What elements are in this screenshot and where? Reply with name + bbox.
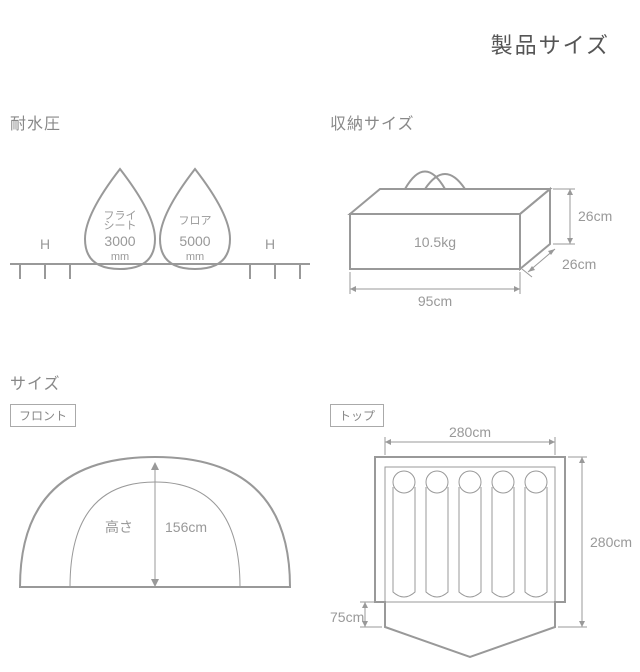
floor-label: フロア [179, 215, 212, 227]
section-size-front: サイズ フロント 高さ 156cm [10, 370, 310, 632]
height-label: 高さ [105, 519, 133, 535]
top-flap: 75cm [330, 609, 364, 625]
storage-diagram: 10.5kg 95cm 26cm 26cm [330, 134, 640, 334]
storage-weight: 10.5kg [414, 234, 456, 250]
page-title: 製品サイズ [491, 28, 610, 60]
fly-unit: mm [111, 251, 129, 263]
top-tag: トップ [330, 404, 384, 427]
section-storage: 収納サイズ 10.5kg 95cm 26cm 26cm [330, 110, 630, 339]
storage-depth: 26cm [562, 256, 596, 272]
top-width: 280cm [449, 427, 491, 440]
section-water: 耐水圧 H H フライ シート 3000 mm フロア 5000 mm [10, 110, 310, 319]
water-diagram: H H フライ シート 3000 mm フロア 5000 mm [10, 134, 310, 314]
h-left: H [40, 236, 50, 252]
fly-label-2: シート [104, 220, 137, 232]
floor-value: 5000 [179, 233, 210, 249]
persons [393, 471, 547, 597]
height-value: 156cm [165, 519, 207, 535]
top-diagram: 280cm [330, 427, 640, 667]
h-right: H [265, 236, 275, 252]
size-label: サイズ [10, 370, 310, 394]
storage-width: 95cm [418, 293, 452, 309]
section-size-top: トップ 280cm [330, 370, 630, 672]
front-tag: フロント [10, 404, 76, 427]
floor-unit: mm [186, 251, 204, 263]
storage-height: 26cm [578, 208, 612, 224]
front-diagram: 高さ 156cm [10, 427, 310, 627]
top-height: 280cm [590, 534, 632, 550]
water-label: 耐水圧 [10, 110, 310, 134]
storage-label: 収納サイズ [330, 110, 630, 134]
fly-value: 3000 [104, 233, 135, 249]
